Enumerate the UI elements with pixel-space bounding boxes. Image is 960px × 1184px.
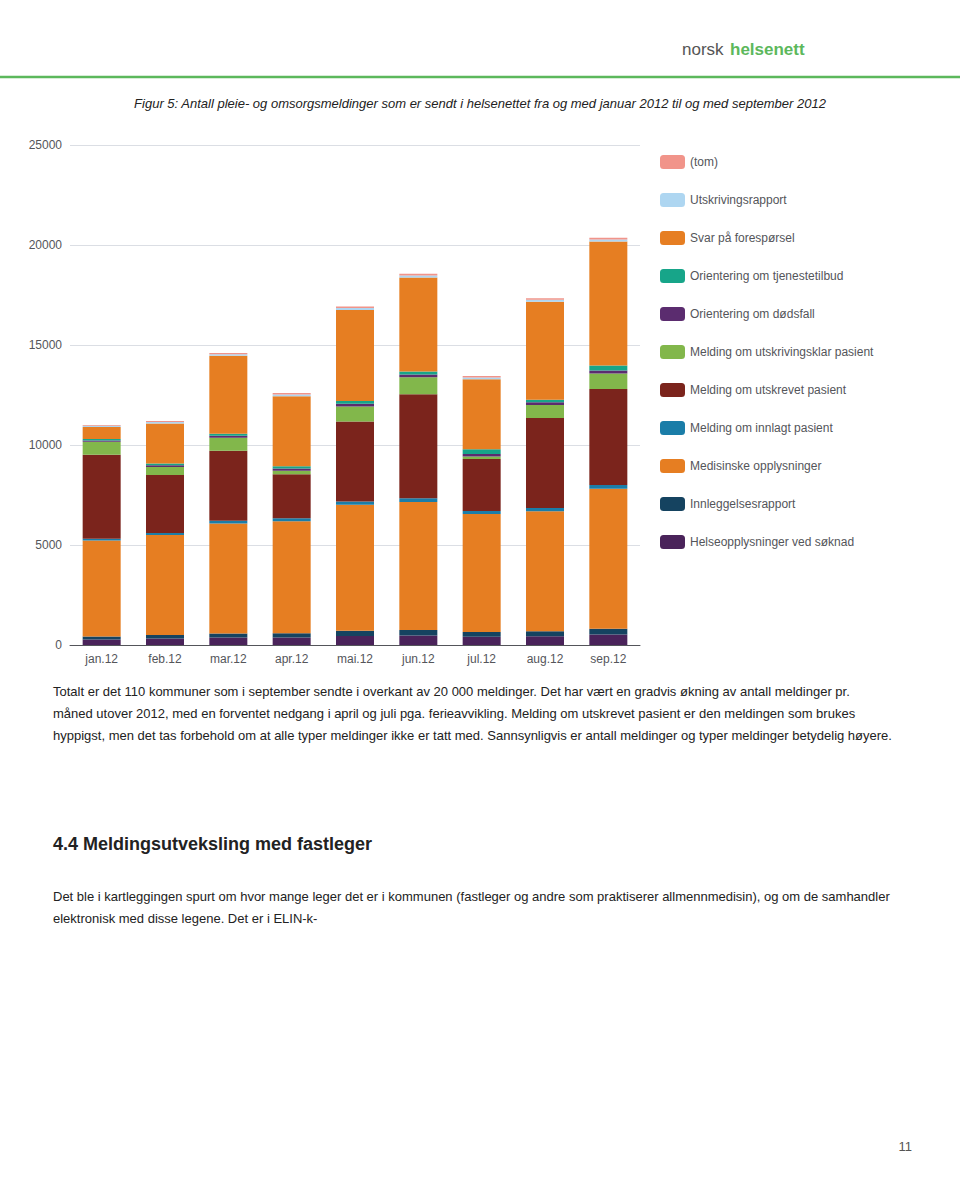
svg-text:norsk: norsk	[682, 40, 724, 59]
svg-text:Det ble i kartleggingen spurt: Det ble i kartleggingen spurt om hvor ma…	[53, 889, 893, 904]
svg-text:apr.12: apr.12	[275, 652, 309, 666]
svg-text:jul.12: jul.12	[466, 652, 496, 666]
svg-text:Utskrivingsrapport: Utskrivingsrapport	[690, 193, 787, 207]
svg-text:Helseopplysninger ved søknad: Helseopplysninger ved søknad	[690, 535, 854, 549]
svg-text:mar.12: mar.12	[210, 652, 247, 666]
svg-text:4.4 Meldingsutveksling med fas: 4.4 Meldingsutveksling med fastleger	[53, 834, 372, 854]
svg-text:15000: 15000	[29, 338, 63, 352]
svg-text:Orientering om dødsfall: Orientering om dødsfall	[690, 307, 815, 321]
svg-text:10000: 10000	[29, 438, 63, 452]
svg-text:sep.12: sep.12	[590, 652, 626, 666]
svg-text:Melding om utskrevet pasient: Melding om utskrevet pasient	[690, 383, 847, 397]
svg-text:hyppigst, men det tas forbehol: hyppigst, men det tas forbehold om at al…	[53, 728, 892, 743]
svg-text:jan.12: jan.12	[84, 652, 118, 666]
svg-text:(tom): (tom)	[690, 155, 718, 169]
svg-text:Melding om innlagt pasient: Melding om innlagt pasient	[690, 421, 833, 435]
svg-text:Melding om utskrivingsklar pas: Melding om utskrivingsklar pasient	[690, 345, 874, 359]
svg-text:jun.12: jun.12	[401, 652, 435, 666]
svg-text:elektronisk med disse legene.: elektronisk med disse legene. Det er i E…	[53, 911, 317, 926]
svg-text:helsenett: helsenett	[730, 40, 805, 59]
svg-text:Svar på forespørsel: Svar på forespørsel	[690, 231, 795, 245]
svg-text:aug.12: aug.12	[527, 652, 564, 666]
svg-text:feb.12: feb.12	[148, 652, 182, 666]
svg-text:Totalt er det 110 kommuner som: Totalt er det 110 kommuner som i septemb…	[53, 684, 853, 699]
svg-text:11: 11	[899, 1139, 913, 1154]
svg-text:måned utover 2012, med en forv: måned utover 2012, med en forventet nedg…	[53, 706, 859, 721]
svg-text:Orientering om tjenestetilbud: Orientering om tjenestetilbud	[690, 269, 843, 283]
svg-text:0: 0	[55, 638, 62, 652]
svg-text:25000: 25000	[29, 138, 63, 152]
svg-text:Medisinske opplysninger: Medisinske opplysninger	[690, 459, 821, 473]
svg-text:5000: 5000	[35, 538, 62, 552]
svg-text:Figur 5: Antall pleie- og omso: Figur 5: Antall pleie- og omsorgsmelding…	[134, 96, 827, 111]
svg-text:mai.12: mai.12	[337, 652, 373, 666]
svg-text:20000: 20000	[29, 238, 63, 252]
svg-text:Innleggelsesrapport: Innleggelsesrapport	[690, 497, 796, 511]
